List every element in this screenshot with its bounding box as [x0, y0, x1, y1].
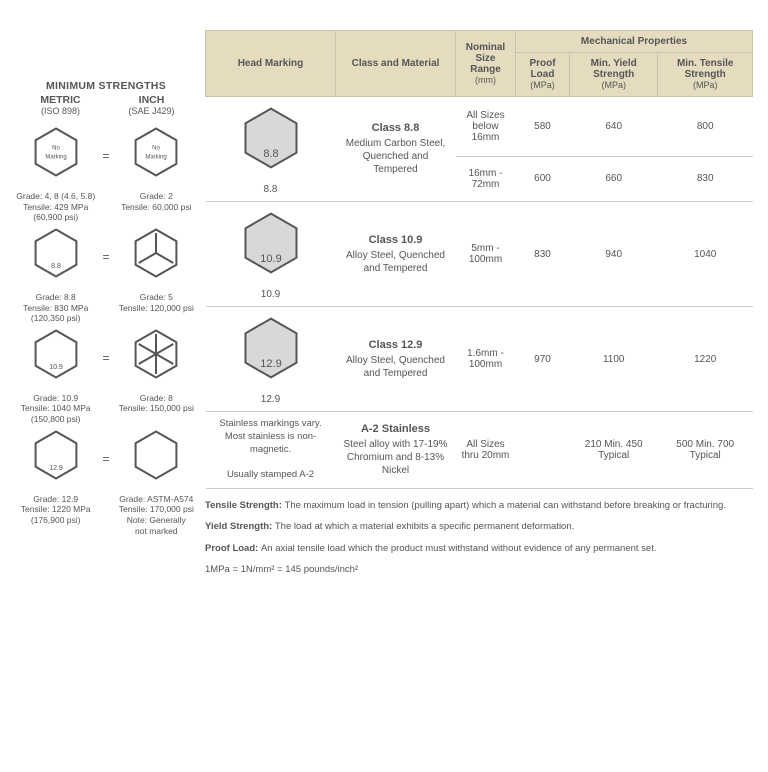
inch-hex [116, 225, 197, 289]
th-tensile: Min. Tensile Strength(MPa) [658, 53, 753, 97]
comparison-row: 12.9 = [15, 427, 197, 491]
th-nominal: Nominal Size Range(mm) [456, 31, 516, 97]
proof-cell: 580 [516, 97, 570, 157]
comparison-row: 8.8 = [15, 225, 197, 289]
metric-grade-label: Grade: 10.9Tensile: 1040 MPa(150,800 psi… [15, 393, 96, 425]
comparison-labels: Grade: 10.9Tensile: 1040 MPa(150,800 psi… [15, 392, 197, 425]
inch-hex [116, 326, 197, 390]
metric-hex: No Marking [15, 124, 96, 188]
comparison-labels: Grade: 12.9Tensile: 1220 MPa(176,900 psi… [15, 493, 197, 537]
class-material-cell: Class 10.9Alloy Steel, Quenched and Temp… [336, 202, 456, 307]
metric-hex: 8.8 [15, 225, 96, 289]
inch-hex: No Marking [116, 124, 197, 188]
range-cell: 16mm - 72mm [456, 156, 516, 201]
metric-hex: 12.9 [15, 427, 96, 491]
definitions: Tensile Strength: The maximum load in te… [205, 499, 753, 576]
range-cell: 1.6mm - 100mm [456, 307, 516, 412]
table-row: 12.912.9Class 12.9Alloy Steel, Quenched … [206, 307, 753, 412]
proof-cell: 830 [516, 202, 570, 307]
left-panel: MINIMUM STRENGTHS METRIC (ISO 898) INCH … [15, 30, 205, 584]
svg-text:10.9: 10.9 [260, 253, 281, 265]
comparison-row: 10.9 = [15, 326, 197, 390]
comparison-row: No Marking = No Marking [15, 124, 197, 188]
def-conversion: 1MPa = 1N/mm² = 145 pounds/inch² [205, 563, 753, 576]
equals-sign: = [96, 250, 115, 264]
min-strengths-title: MINIMUM STRENGTHS [15, 80, 197, 92]
head-marking-cell: 10.910.9 [206, 202, 336, 307]
def-tensile: Tensile Strength: The maximum load in te… [205, 499, 753, 512]
def-proof: Proof Load: An axial tensile load which … [205, 542, 753, 555]
tensile-cell: 1040 [658, 202, 753, 307]
metric-label: METRIC [15, 94, 106, 106]
tensile-cell: 1220 [658, 307, 753, 412]
units-row: METRIC (ISO 898) INCH (SAE J429) [15, 94, 197, 116]
yield-cell: 640 [570, 97, 658, 157]
range-cell: All Sizes below 16mm [456, 97, 516, 157]
main-container: MINIMUM STRENGTHS METRIC (ISO 898) INCH … [0, 0, 768, 614]
inch-grade-label: Grade: 2Tensile: 60,000 psi [116, 191, 197, 212]
inch-grade-label: Grade: 5Tensile: 120,000 psi [116, 292, 197, 313]
proof-cell: 970 [516, 307, 570, 412]
proof-cell: 600 [516, 156, 570, 201]
inch-sub: (SAE J429) [106, 106, 197, 116]
th-class-material: Class and Material [336, 31, 456, 97]
table-row: Stainless markings vary. Most stainless … [206, 412, 753, 489]
th-mech: Mechanical Properties [516, 31, 753, 53]
th-yield: Min. Yield Strength(MPa) [570, 53, 658, 97]
class-material-cell: A-2 StainlessSteel alloy with 17-19% Chr… [336, 412, 456, 489]
proof-cell [516, 412, 570, 489]
comparison-labels: Grade: 4, 8 (4.6, 5.8)Tensile: 429 MPa(6… [15, 190, 197, 223]
th-head-marking: Head Marking [206, 31, 336, 97]
range-cell: All Sizes thru 20mm [456, 412, 516, 489]
yield-cell: 660 [570, 156, 658, 201]
comparison-labels: Grade: 8.8Tensile: 830 MPa(120,350 psi) … [15, 291, 197, 324]
metric-col-header: METRIC (ISO 898) [15, 94, 106, 116]
strength-table: Head Marking Class and Material Nominal … [205, 30, 753, 489]
metric-grade-label: Grade: 8.8Tensile: 830 MPa(120,350 psi) [15, 292, 96, 324]
metric-grade-label: Grade: 4, 8 (4.6, 5.8)Tensile: 429 MPa(6… [15, 191, 96, 223]
table-row: 10.910.9Class 10.9Alloy Steel, Quenched … [206, 202, 753, 307]
class-material-cell: Class 8.8Medium Carbon Steel, Quenched a… [336, 97, 456, 202]
metric-grade-label: Grade: 12.9Tensile: 1220 MPa(176,900 psi… [15, 494, 96, 526]
yield-cell: 1100 [570, 307, 658, 412]
inch-col-header: INCH (SAE J429) [106, 94, 197, 116]
yield-cell: 210 Min. 450 Typical [570, 412, 658, 489]
svg-text:No: No [52, 146, 60, 152]
tensile-cell: 800 [658, 97, 753, 157]
range-cell: 5mm - 100mm [456, 202, 516, 307]
inch-grade-label: Grade: 8Tensile: 150,000 psi [116, 393, 197, 414]
svg-text:8.8: 8.8 [263, 148, 278, 160]
table-row: 8.88.8Class 8.8Medium Carbon Steel, Quen… [206, 97, 753, 157]
class-material-cell: Class 12.9Alloy Steel, Quenched and Temp… [336, 307, 456, 412]
equals-sign: = [96, 351, 115, 365]
svg-text:12.9: 12.9 [49, 464, 63, 471]
tensile-cell: 500 Min. 700 Typical [658, 412, 753, 489]
svg-text:Marking: Marking [45, 155, 66, 161]
equals-sign: = [96, 452, 115, 466]
inch-hex [116, 427, 197, 491]
metric-sub: (ISO 898) [15, 106, 106, 116]
svg-text:No: No [152, 146, 160, 152]
svg-text:8.8: 8.8 [51, 263, 61, 270]
equals-sign: = [96, 149, 115, 163]
head-marking-cell: 8.88.8 [206, 97, 336, 202]
inch-grade-label: Grade: ASTM-A574Tensile: 170,000 psiNote… [116, 494, 197, 537]
yield-cell: 940 [570, 202, 658, 307]
inch-label: INCH [106, 94, 197, 106]
right-panel: Head Marking Class and Material Nominal … [205, 30, 753, 584]
metric-hex: 10.9 [15, 326, 96, 390]
head-marking-cell: 12.912.9 [206, 307, 336, 412]
svg-text:Marking: Marking [146, 155, 167, 161]
svg-text:10.9: 10.9 [49, 364, 63, 371]
head-marking-cell: Stainless markings vary. Most stainless … [206, 412, 336, 489]
svg-text:12.9: 12.9 [260, 358, 281, 370]
th-proof: Proof Load(MPa) [516, 53, 570, 97]
def-yield: Yield Strength: The load at which a mate… [205, 520, 753, 533]
tensile-cell: 830 [658, 156, 753, 201]
